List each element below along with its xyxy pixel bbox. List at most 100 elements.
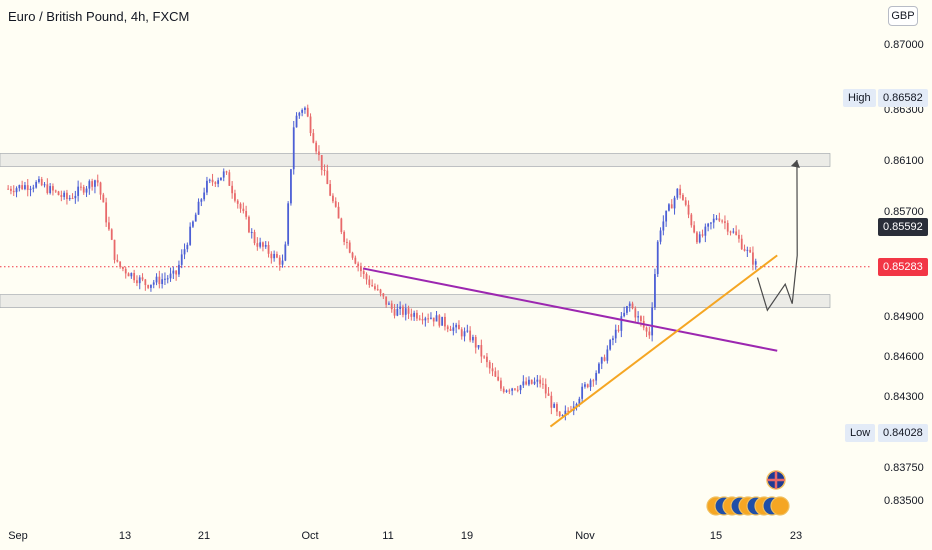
candle-body xyxy=(60,195,63,197)
support-zone[interactable] xyxy=(0,294,831,308)
candle-body xyxy=(645,327,648,332)
y-tick-label: 0.85700 xyxy=(884,206,924,218)
candle-body xyxy=(522,381,525,386)
candle-body xyxy=(99,182,102,195)
candle-body xyxy=(609,340,612,350)
candle-body xyxy=(477,345,480,348)
chart-title: Euro / British Pound, 4h, FXCM xyxy=(8,9,190,24)
candle-body xyxy=(242,208,245,212)
candle-body xyxy=(746,249,749,251)
candle-body xyxy=(715,218,718,220)
x-tick-label: 23 xyxy=(790,530,802,542)
candle-body xyxy=(248,216,250,233)
y-tick-label: 0.84600 xyxy=(884,351,924,363)
currency-button[interactable]: GBP xyxy=(888,6,918,26)
candle-body xyxy=(584,384,586,387)
candle-body xyxy=(214,182,217,184)
candle-body xyxy=(623,312,626,317)
candle-body xyxy=(704,226,707,236)
candle-body xyxy=(320,155,323,170)
candle-body xyxy=(292,127,295,170)
candle-body xyxy=(682,194,684,201)
candle-body xyxy=(374,286,376,290)
candle-body xyxy=(119,261,122,267)
candle-body xyxy=(239,203,242,209)
candle-body xyxy=(575,403,578,407)
candle-body xyxy=(122,266,124,269)
candle-body xyxy=(172,270,175,274)
candle-body xyxy=(250,232,253,234)
candle-body xyxy=(301,109,304,113)
candle-body xyxy=(539,379,542,384)
candle-body xyxy=(155,276,158,283)
candle-body xyxy=(180,254,183,265)
candle-body xyxy=(544,384,547,394)
candle-body xyxy=(525,381,528,385)
candle-body xyxy=(368,279,371,285)
events-layer[interactable] xyxy=(706,470,790,516)
event-flag-icon[interactable] xyxy=(770,496,790,516)
high-label: High xyxy=(843,89,876,107)
candle-body xyxy=(130,273,133,277)
candle-body xyxy=(458,324,460,330)
candle-body xyxy=(427,318,430,320)
projection-path[interactable] xyxy=(756,159,798,312)
candle-body xyxy=(614,329,617,339)
low-value: 0.84028 xyxy=(878,424,928,442)
candle-body xyxy=(505,390,508,392)
candle-body xyxy=(88,181,91,189)
candle-body xyxy=(696,232,698,243)
candle-body xyxy=(738,234,740,239)
candle-body xyxy=(236,200,239,204)
candle-body xyxy=(494,371,497,377)
candle-body xyxy=(399,306,402,309)
candle-body xyxy=(113,239,116,260)
candle-body xyxy=(326,170,329,185)
resistance-zone[interactable] xyxy=(0,153,831,167)
candle-body xyxy=(262,242,264,247)
candle-body xyxy=(735,231,738,235)
candle-body xyxy=(718,218,721,221)
current-price-badge: 0.85283 xyxy=(878,258,928,276)
candle-body xyxy=(306,107,309,117)
candle-body xyxy=(418,318,421,320)
candle-body xyxy=(138,277,141,284)
y-tick-label: 0.84300 xyxy=(884,391,924,403)
candle-body xyxy=(402,306,404,315)
y-tick-label: 0.84900 xyxy=(884,311,924,323)
candle-body xyxy=(508,390,511,392)
candle-body xyxy=(424,318,427,321)
candle-body xyxy=(29,188,32,190)
support-trendline[interactable] xyxy=(549,254,778,428)
candle-body xyxy=(166,278,169,280)
candle-body xyxy=(94,180,96,187)
candle-body xyxy=(222,171,225,178)
candle-body xyxy=(164,278,166,280)
resistance-trendline[interactable] xyxy=(362,267,778,352)
x-tick-label: Nov xyxy=(575,530,595,542)
candle-body xyxy=(105,202,108,223)
candle-body xyxy=(712,218,715,223)
candle-body xyxy=(581,386,584,399)
candle-body xyxy=(147,285,150,288)
candle-body xyxy=(438,315,441,326)
candle-body xyxy=(466,330,469,332)
candle-body xyxy=(231,185,234,194)
candle-body xyxy=(502,388,505,392)
candle-body xyxy=(640,316,642,321)
candle-body xyxy=(444,316,446,327)
candle-body xyxy=(340,218,343,232)
candle-body xyxy=(469,330,472,341)
candle-body xyxy=(416,312,418,319)
zones-layer xyxy=(0,153,870,308)
candle-body xyxy=(603,357,606,361)
candle-body xyxy=(491,368,494,372)
candle-body xyxy=(519,385,522,391)
candle-body xyxy=(634,308,637,318)
candle-body xyxy=(463,331,466,337)
candle-body xyxy=(516,389,519,391)
candle-body xyxy=(665,210,668,222)
candle-body xyxy=(530,379,533,384)
